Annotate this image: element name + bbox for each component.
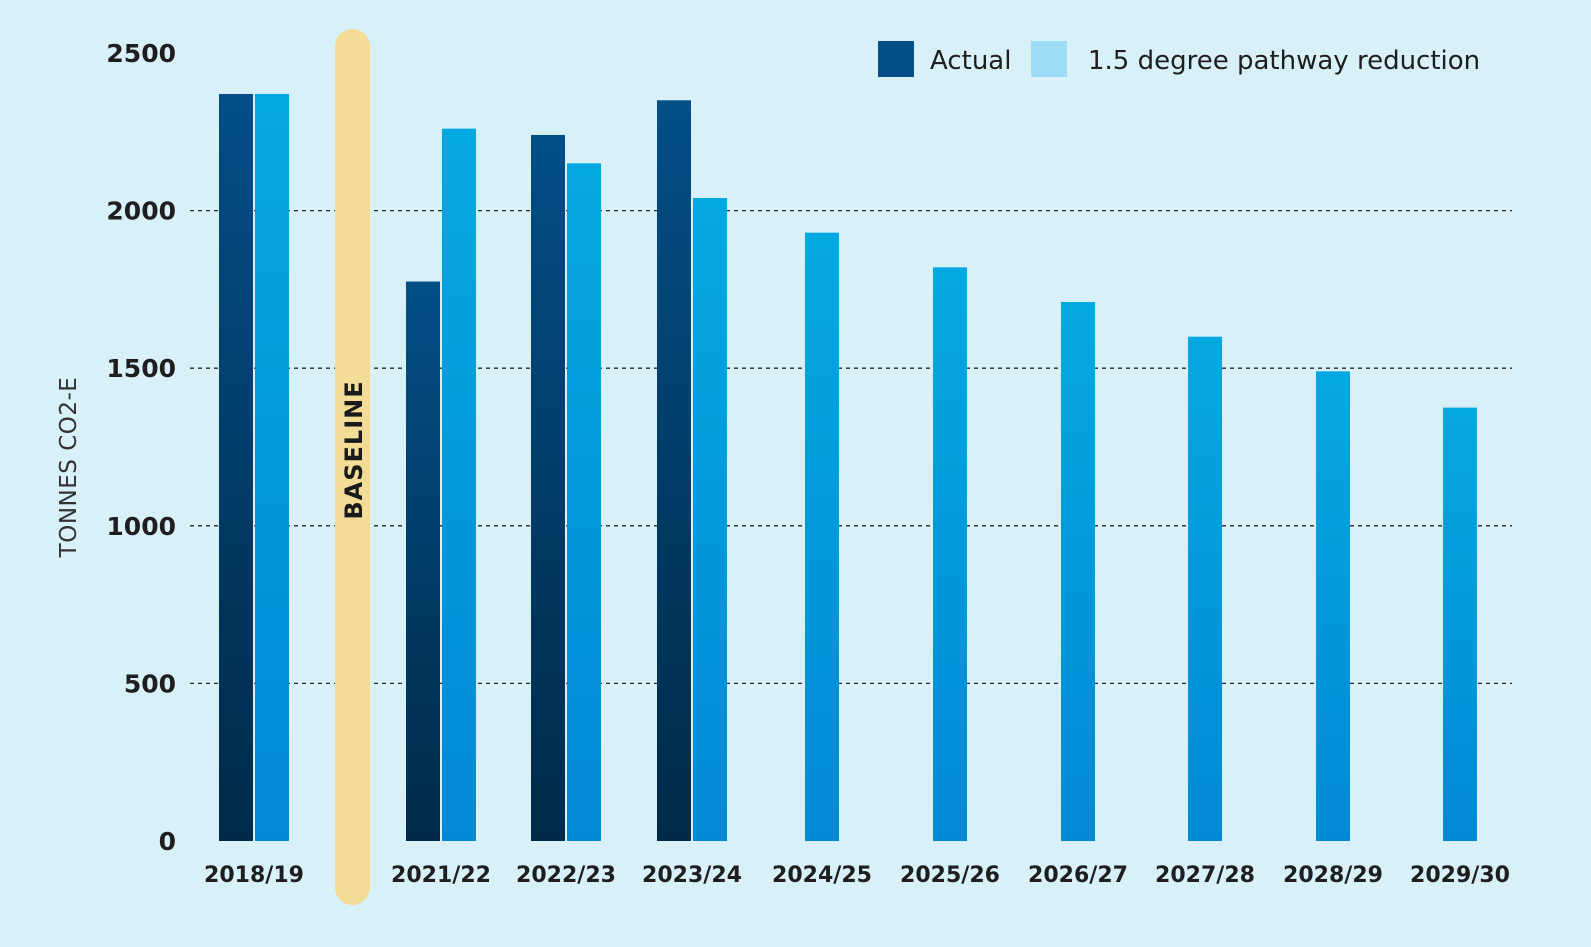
bar-1-5-degree-pathway-reduction-2024-25 [805,232,839,841]
y-axis-label: TONNES CO2-E [56,377,82,559]
x-tick-label: 2024/25 [772,863,872,888]
legend-label-actual: Actual [930,46,1011,76]
x-tick-label: 2018/19 [204,863,304,888]
legend: Actual 1.5 degree pathway reduction [878,41,1480,77]
baseline-band: BASELINE [335,29,370,905]
bar-actual-2018-19 [219,93,253,841]
x-tick-label: 2027/28 [1155,863,1255,888]
bar-actual-2021-22 [406,281,440,841]
baseline-highlight [335,29,370,905]
baseline-label: BASELINE [340,380,368,519]
bar-actual-2023-24 [657,100,691,841]
y-tick-label: 500 [124,669,176,698]
x-tick-label: 2021/22 [391,863,491,888]
bar-1-5-degree-pathway-reduction-2023-24 [693,197,727,841]
y-tick-label: 1000 [106,512,176,541]
x-tick-label: 2028/29 [1283,863,1383,888]
x-tick-label: 2023/24 [642,863,742,888]
legend-label-pathway: 1.5 degree pathway reduction [1088,46,1480,76]
x-tick-label: 2022/23 [516,863,616,888]
bar-1-5-degree-pathway-reduction-2028-29 [1316,371,1350,841]
legend-swatch-actual [878,41,914,77]
bar-1-5-degree-pathway-reduction-2018-19 [255,93,289,841]
x-axis-ticks: 2018/19 2021/22 2022/23 2023/24 2024/25 2025/… [204,863,1510,888]
y-axis-ticks: 0 500 1000 1500 2000 2500 [106,39,176,856]
bar-1-5-degree-pathway-reduction-2021-22 [442,128,476,841]
bar-actual-2022-23 [531,134,565,841]
legend-swatch-pathway [1031,41,1067,77]
gridlines [190,209,1512,685]
x-tick-label: 2025/26 [900,863,1000,888]
y-tick-label: 1500 [106,354,176,383]
y-tick-label: 2000 [106,197,176,226]
y-tick-label: 0 [159,827,176,856]
bars [219,93,1477,841]
x-tick-label: 2026/27 [1028,863,1128,888]
bar-1-5-degree-pathway-reduction-2029-30 [1443,407,1477,841]
x-tick-label: 2029/30 [1410,863,1510,888]
bar-1-5-degree-pathway-reduction-2022-23 [567,163,601,841]
y-tick-label: 2500 [106,39,176,68]
bar-1-5-degree-pathway-reduction-2026-27 [1061,302,1095,841]
bar-1-5-degree-pathway-reduction-2025-26 [933,267,967,841]
bar-1-5-degree-pathway-reduction-2027-28 [1188,336,1222,841]
